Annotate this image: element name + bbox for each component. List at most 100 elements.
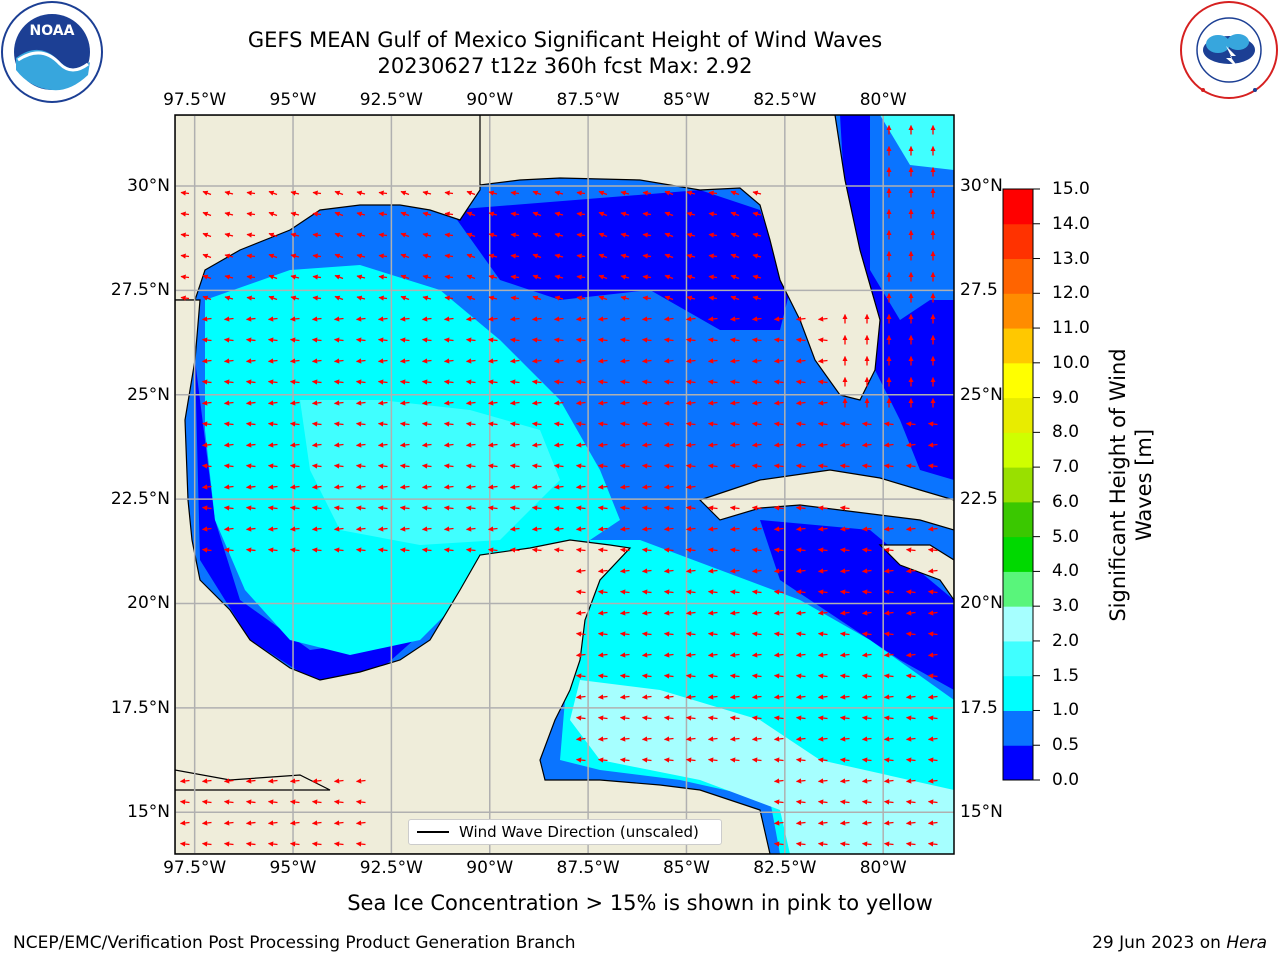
wave-direction-arrow bbox=[795, 736, 806, 742]
wave-direction-arrow bbox=[223, 841, 234, 847]
sea-ice-note: Sea Ice Concentration > 15% is shown in … bbox=[347, 891, 933, 915]
wave-direction-arrow bbox=[179, 778, 190, 784]
wave-direction-arrow bbox=[905, 610, 916, 616]
wave-direction-arrow bbox=[356, 232, 366, 238]
footer-host: Hera bbox=[1226, 933, 1267, 953]
wave-direction-arrow bbox=[773, 316, 784, 322]
wave-direction-arrow bbox=[598, 295, 608, 301]
wave-direction-arrow bbox=[817, 526, 828, 532]
wave-direction-arrow bbox=[421, 421, 432, 427]
wave-direction-arrow bbox=[707, 379, 718, 385]
wave-direction-arrow bbox=[685, 589, 696, 595]
colorbar-tick-label: 3.0 bbox=[1052, 596, 1080, 617]
wave-direction-arrow bbox=[619, 673, 630, 679]
wave-direction-arrow bbox=[311, 841, 322, 847]
wave-direction-arrow bbox=[202, 253, 212, 259]
wave-direction-arrow bbox=[290, 295, 300, 301]
wave-direction-arrow bbox=[378, 274, 388, 280]
wave-direction-arrow bbox=[531, 337, 542, 343]
wave-direction-arrow bbox=[685, 715, 696, 721]
wave-direction-arrow bbox=[443, 442, 454, 448]
wave-direction-arrow bbox=[488, 295, 498, 301]
wave-direction-arrow bbox=[487, 358, 498, 364]
wave-direction-arrow bbox=[421, 337, 432, 343]
wave-direction-arrow bbox=[443, 505, 454, 511]
wave-direction-arrow bbox=[509, 337, 520, 343]
wave-direction-arrow bbox=[575, 358, 586, 364]
wave-direction-arrow bbox=[223, 379, 234, 385]
wave-direction-arrow bbox=[773, 631, 784, 637]
wave-direction-arrow bbox=[861, 463, 872, 469]
wave-direction-arrow bbox=[927, 463, 938, 469]
wave-direction-arrow bbox=[773, 547, 784, 553]
wave-direction-arrow bbox=[553, 463, 564, 469]
wave-direction-arrow bbox=[729, 337, 740, 343]
wave-direction-arrow bbox=[707, 526, 718, 532]
wave-direction-arrow bbox=[707, 505, 718, 511]
wave-direction-arrow bbox=[773, 610, 784, 616]
wave-direction-arrow bbox=[641, 505, 652, 511]
wave-direction-arrow bbox=[290, 253, 300, 259]
wave-direction-arrow bbox=[795, 337, 806, 343]
wave-direction-arrow bbox=[795, 442, 806, 448]
wave-direction-arrow bbox=[641, 337, 652, 343]
legend-line bbox=[417, 831, 449, 833]
wave-direction-arrow bbox=[773, 505, 784, 511]
wave-direction-arrow bbox=[685, 316, 696, 322]
wave-direction-arrow bbox=[795, 505, 806, 511]
wave-direction-arrow bbox=[729, 463, 740, 469]
wave-direction-arrow bbox=[641, 547, 652, 553]
wave-direction-arrow bbox=[597, 757, 608, 763]
wave-direction-arrow bbox=[554, 190, 564, 196]
lon-tick-top: 87.5°W bbox=[556, 90, 620, 110]
wave-direction-arrow bbox=[664, 190, 674, 196]
wave-direction-arrow bbox=[619, 589, 630, 595]
wave-direction-arrow bbox=[444, 232, 454, 238]
wave-direction-arrow bbox=[663, 337, 674, 343]
wave-direction-arrow bbox=[246, 190, 256, 196]
wave-direction-arrow bbox=[510, 295, 520, 301]
wave-direction-arrow bbox=[422, 211, 432, 217]
wave-direction-arrow bbox=[817, 736, 828, 742]
wave-direction-arrow bbox=[686, 295, 696, 301]
wave-direction-arrow bbox=[861, 715, 872, 721]
wave-direction-arrow bbox=[355, 463, 366, 469]
wave-direction-arrow bbox=[663, 547, 674, 553]
wave-direction-arrow bbox=[575, 715, 586, 721]
wave-direction-arrow bbox=[773, 841, 784, 847]
wave-direction-arrow bbox=[201, 316, 212, 322]
wave-direction-arrow bbox=[267, 547, 278, 553]
wave-direction-arrow bbox=[311, 379, 322, 385]
wave-direction-arrow bbox=[575, 757, 586, 763]
wave-direction-arrow bbox=[378, 190, 388, 196]
wave-direction-arrow bbox=[817, 778, 828, 784]
wave-direction-arrow bbox=[246, 274, 256, 280]
wave-direction-arrow bbox=[597, 337, 608, 343]
wave-zone-2-3m bbox=[570, 680, 954, 854]
wave-direction-arrow bbox=[289, 358, 300, 364]
wave-direction-arrow bbox=[839, 442, 850, 448]
wave-direction-arrow bbox=[905, 757, 916, 763]
wave-direction-arrow bbox=[641, 694, 652, 700]
wave-direction-arrow bbox=[333, 526, 344, 532]
wave-direction-arrow bbox=[685, 379, 696, 385]
wave-direction-arrow bbox=[267, 526, 278, 532]
wave-direction-arrow bbox=[267, 505, 278, 511]
wave-direction-arrow bbox=[619, 652, 630, 658]
wave-direction-arrow bbox=[268, 295, 278, 301]
wave-direction-arrow bbox=[730, 274, 740, 280]
wave-direction-arrow bbox=[377, 463, 388, 469]
wave-direction-arrow bbox=[553, 421, 564, 427]
wave-direction-arrow bbox=[642, 211, 652, 217]
lat-tick-left: 15°N bbox=[127, 802, 170, 823]
wave-direction-arrow bbox=[817, 631, 828, 637]
wave-direction-arrow bbox=[641, 463, 652, 469]
wave-direction-arrow bbox=[355, 442, 366, 448]
wave-direction-arrow bbox=[861, 589, 872, 595]
wave-direction-arrow bbox=[795, 715, 806, 721]
wave-direction-arrow bbox=[355, 358, 366, 364]
wave-direction-arrow bbox=[575, 316, 586, 322]
wave-direction-arrow bbox=[289, 820, 300, 826]
wave-direction-arrow bbox=[927, 694, 938, 700]
wave-direction-arrow bbox=[707, 652, 718, 658]
